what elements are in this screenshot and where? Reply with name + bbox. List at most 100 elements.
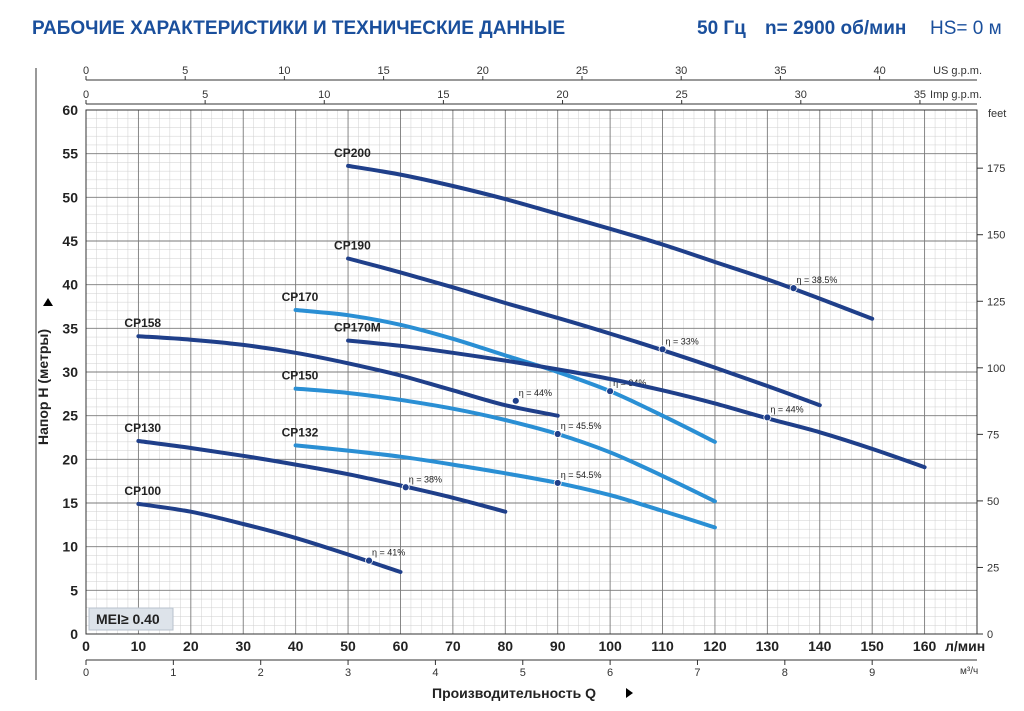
y-tick-label: 10	[62, 539, 78, 555]
top-axis-tick-label: 5	[182, 65, 188, 77]
top-axis-tick-label: 0	[83, 65, 89, 77]
axis-flow-lpm: 0 10 20 30 40 50 60 70 80 90 100 110 120 130 140 150 160…	[82, 638, 985, 654]
top-axis-tick-label: 20	[477, 65, 489, 77]
eta-point-cp100	[365, 556, 373, 565]
m3h-tick-label: 4	[432, 667, 438, 679]
top-axis-tick-label: 35	[914, 89, 926, 101]
x-unit-label: л/мин	[945, 638, 985, 654]
feet-tick-label: 125	[987, 296, 1005, 308]
curve-cp150	[293, 386, 717, 504]
y-tick-label: 50	[62, 189, 78, 205]
x-tick-label: 140	[808, 638, 832, 654]
top-axis-tick-label: 20	[556, 89, 568, 101]
axis-imp-gpm: 0 5 10 15 20 25 30 35 Imp g.p.m.	[83, 89, 982, 105]
curve-cp190	[346, 256, 822, 408]
y-tick-label: 15	[62, 495, 78, 511]
top-axis-tick-label: 0	[83, 89, 89, 101]
y-tick-label: 35	[62, 320, 78, 336]
curve-cp170m	[346, 338, 927, 470]
feet-tick-label: 50	[987, 496, 999, 508]
mei-badge-group: MEI≥ 0.40	[88, 607, 174, 631]
m3h-tick-label: 7	[694, 667, 700, 679]
m3h-tick-label: 2	[258, 667, 264, 679]
top-axis-tick-label: 35	[774, 65, 786, 77]
curve-cp100	[136, 501, 403, 574]
x-tick-label: 10	[131, 638, 147, 654]
eta-point-cp132	[553, 479, 562, 487]
y-tick-label: 30	[62, 364, 78, 380]
top-axis-tick-label: 5	[202, 89, 208, 101]
hs-label: HS= 0 м	[930, 18, 1002, 39]
y-axis-arrow-icon	[43, 298, 53, 306]
feet-tick-label: 175	[987, 163, 1005, 175]
top-axis-label: Imp g.p.m.	[930, 89, 982, 101]
curve-label-cp158: CP158	[124, 316, 161, 330]
x-tick-label: 150	[860, 638, 884, 654]
top-axis-tick-label: 30	[675, 65, 687, 77]
eta-label-cp132: η = 54.5%	[561, 470, 602, 480]
feet-axis-label: feet	[988, 108, 1006, 120]
mei-badge-text: MEI≥ 0.40	[96, 611, 160, 627]
y-tick-label: 40	[62, 277, 78, 293]
speed-label: n= 2900 об/мин	[765, 18, 907, 39]
x-tick-label: 40	[288, 638, 304, 654]
curve-cp200	[346, 163, 875, 321]
eta-point-cp130	[401, 483, 410, 492]
top-axis-label: US g.p.m.	[933, 65, 982, 77]
feet-tick-label: 25	[987, 562, 999, 574]
axis-m3h: 0 1 2 3 4 5 6 7 8 9 м³/ч	[83, 659, 978, 679]
curve-cp132	[293, 443, 717, 530]
mei-badge	[88, 607, 174, 631]
y-axis-label: Напор H (метры)	[35, 329, 51, 445]
x-tick-label: 80	[498, 638, 514, 654]
top-axis-tick-label: 10	[318, 89, 330, 101]
feet-tick-label: 75	[987, 429, 999, 441]
curve-label-cp132: CP132	[282, 425, 319, 439]
y-tick-label: 45	[62, 233, 78, 249]
m3h-tick-label: 0	[83, 667, 89, 679]
m3h-tick-label: 6	[607, 667, 613, 679]
axis-feet: feet 0 25 50 75 100 125 150 175	[977, 108, 1006, 641]
top-axis-tick-label: 15	[377, 65, 389, 77]
x-tick-label: 0	[82, 638, 90, 654]
curve-cp170	[293, 308, 717, 444]
x-tick-label: 100	[598, 638, 622, 654]
chart-title: РАБОЧИЕ ХАРАКТЕРИСТИКИ И ТЕХНИЧЕСКИЕ ДАН…	[32, 18, 566, 39]
top-axis-tick-label: 25	[676, 89, 688, 101]
m3h-axis-label: м³/ч	[960, 666, 978, 677]
frequency-label: 50 Гц	[697, 18, 746, 39]
curve-label-cp190: CP190	[334, 238, 371, 252]
curve-label-cp100: CP100	[124, 484, 161, 498]
feet-tick-label: 150	[987, 230, 1005, 242]
x-tick-label: 130	[756, 638, 780, 654]
eta-point-cp190	[658, 345, 667, 354]
eta-label-cp150: η = 45.5%	[561, 421, 602, 431]
plot-frame	[85, 109, 978, 635]
m3h-tick-label: 3	[345, 667, 351, 679]
curve-label-cp170m: CP170M	[334, 321, 381, 335]
y-tick-label: 60	[62, 102, 78, 118]
eta-point-cp200	[789, 284, 798, 293]
eta-label-cp158: η = 44%	[519, 388, 552, 398]
eta-label-cp130: η = 38%	[409, 474, 442, 484]
m3h-tick-label: 1	[170, 667, 176, 679]
curve-cp158	[136, 334, 560, 418]
x-tick-label: 20	[183, 638, 199, 654]
y-tick-label: 5	[70, 582, 78, 598]
eta-point-cp170m	[763, 413, 772, 422]
y-tick-label: 20	[62, 451, 78, 467]
axis-us-gpm: 0 5 10 15 20 25 30 35 40 US g.p.m.	[83, 65, 982, 81]
eta-label-cp200: η = 38.5%	[797, 275, 838, 285]
top-axis-tick-label: 15	[437, 89, 449, 101]
curve-label-cp170: CP170	[282, 290, 319, 304]
x-tick-label: 70	[445, 638, 461, 654]
eta-point-cp170	[606, 387, 615, 396]
curve-label-cp130: CP130	[124, 421, 161, 435]
x-tick-label: 160	[913, 638, 937, 654]
y-tick-label: 55	[62, 146, 78, 162]
eta-point-cp150	[553, 430, 562, 438]
x-tick-label: 90	[550, 638, 566, 654]
x-tick-label: 120	[703, 638, 727, 654]
x-tick-label: 30	[235, 638, 251, 654]
